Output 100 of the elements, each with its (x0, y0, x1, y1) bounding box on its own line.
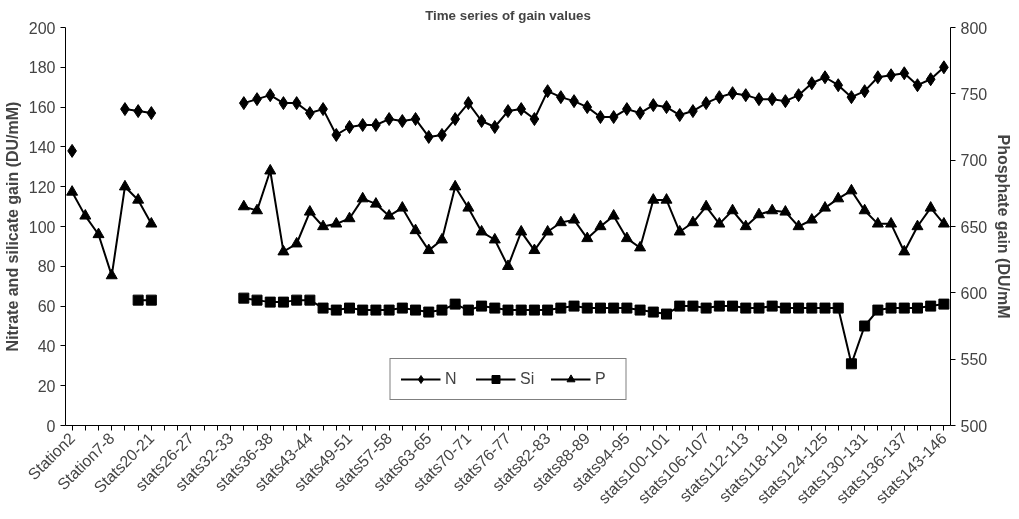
point (898, 302, 910, 314)
point (740, 302, 752, 314)
point (555, 302, 567, 314)
point (872, 304, 884, 316)
y-tick-label: 200 (28, 19, 56, 37)
y2-tick-label: 500 (960, 417, 988, 435)
point (594, 302, 606, 314)
point (806, 76, 817, 91)
y2-tick-label: 550 (960, 351, 988, 369)
point (476, 300, 488, 312)
point (806, 302, 818, 314)
point (304, 294, 316, 306)
point (714, 90, 725, 105)
point (621, 302, 633, 314)
point (648, 98, 659, 113)
point (793, 88, 804, 103)
legend-label: N (445, 370, 458, 388)
point (515, 304, 527, 316)
point (832, 302, 844, 314)
point (661, 308, 673, 320)
point (343, 302, 355, 314)
y2-tick-label: 750 (960, 85, 988, 103)
point (925, 300, 937, 312)
point (145, 294, 157, 306)
point (317, 302, 329, 314)
point (859, 320, 871, 332)
point (859, 84, 870, 99)
point (463, 96, 474, 111)
point (793, 302, 805, 314)
point (410, 112, 421, 127)
point (344, 120, 355, 134)
point (845, 358, 857, 370)
y-tick-label: 20 (37, 377, 56, 395)
point (476, 114, 487, 129)
point (423, 129, 434, 144)
chart-title: Time series of gain values (425, 7, 591, 23)
point (238, 96, 249, 111)
point (291, 96, 302, 111)
point (727, 86, 738, 101)
point (251, 294, 263, 306)
y-tick-label: 160 (28, 99, 56, 117)
point (489, 302, 501, 314)
point (700, 302, 712, 314)
point (291, 294, 303, 306)
point (608, 110, 619, 125)
point (899, 66, 910, 81)
point (357, 118, 368, 133)
point (727, 300, 739, 312)
point (529, 112, 540, 127)
point (370, 304, 382, 316)
point (462, 304, 474, 316)
point (568, 300, 580, 312)
point (740, 88, 751, 103)
point (780, 94, 791, 109)
point (278, 96, 289, 111)
point (911, 302, 923, 314)
legend-label: Si (520, 370, 536, 388)
y2-tick-label: 600 (960, 284, 988, 302)
point (396, 302, 408, 314)
point (912, 78, 923, 93)
point (489, 120, 500, 134)
y-tick-label: 120 (28, 178, 56, 196)
point (634, 304, 646, 316)
point (528, 304, 540, 316)
point (885, 302, 897, 314)
y-tick-label: 60 (37, 298, 56, 316)
point (819, 302, 831, 314)
point (674, 300, 686, 312)
y-tick-label: 100 (28, 218, 56, 236)
point (647, 306, 659, 318)
point (357, 304, 369, 316)
point (397, 114, 408, 129)
point (713, 300, 725, 312)
y-tick-label: 140 (28, 138, 56, 156)
point (436, 304, 448, 316)
point (581, 302, 593, 314)
point (146, 106, 157, 121)
point (608, 302, 620, 314)
point (766, 300, 778, 312)
y2-tick-label: 800 (960, 19, 988, 37)
point (582, 100, 593, 115)
point (661, 100, 672, 115)
point (779, 302, 791, 314)
point (753, 302, 765, 314)
y2-tick-label: 700 (960, 152, 988, 170)
y-tick-label: 0 (46, 417, 56, 435)
point (542, 304, 554, 316)
point (674, 108, 685, 123)
y2-tick-label: 650 (960, 218, 988, 236)
point (265, 88, 276, 103)
y2-axis-title: Phosphate gain (DU/mM (995, 134, 1013, 319)
point (449, 298, 461, 310)
point (833, 78, 844, 93)
point (264, 296, 276, 308)
point (542, 84, 553, 99)
y-axis-title: Nitrate and silicate gain (DU/mM) (3, 101, 21, 352)
point (331, 127, 342, 142)
y-tick-label: 40 (37, 337, 56, 355)
point (410, 304, 422, 316)
y-tick-label: 180 (28, 59, 56, 77)
